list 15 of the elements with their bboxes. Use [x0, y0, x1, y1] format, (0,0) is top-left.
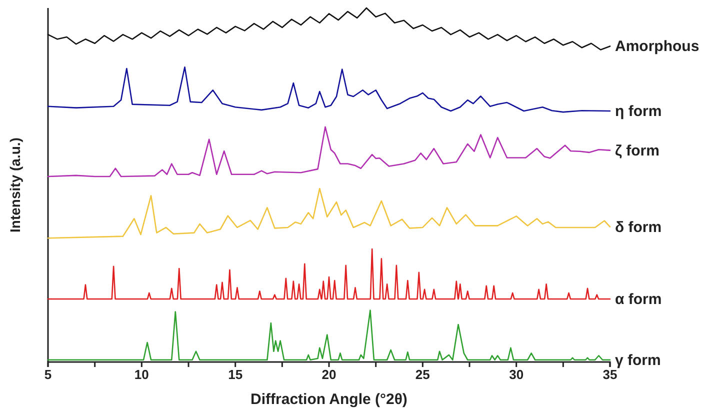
x-axis-title: Diffraction Angle (°2θ): [250, 391, 408, 408]
series-label: Amorphous: [615, 38, 700, 56]
series-label: ζ form: [615, 142, 660, 160]
x-tick-label: 35: [602, 367, 618, 382]
series-label: η form: [615, 103, 662, 120]
x-tick-label: 15: [228, 367, 243, 382]
series-label: α form: [615, 290, 662, 308]
x-tick-label: 10: [134, 367, 149, 382]
series-label: γ form: [615, 352, 661, 369]
series-label: δ form: [615, 218, 662, 236]
x-tick-label: 30: [509, 367, 524, 382]
x-tick-label: 5: [44, 367, 52, 382]
x-tick-label: 25: [415, 367, 430, 382]
y-axis-title: Intensity (a.u.): [7, 138, 23, 232]
x-tick-label: 20: [322, 367, 336, 382]
